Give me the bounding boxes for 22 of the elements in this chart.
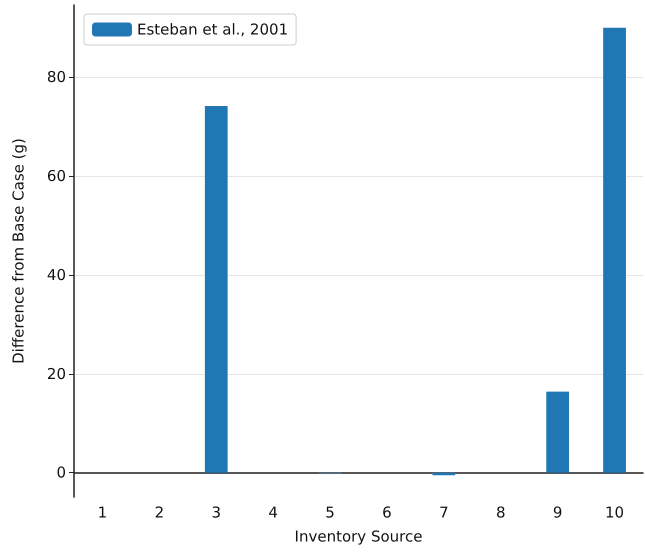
legend-label: Esteban et al., 2001: [137, 20, 288, 38]
x-tick-label: 3: [211, 504, 222, 522]
y-tick-label: 80: [46, 68, 66, 86]
y-tick-label: 40: [46, 266, 66, 284]
x-axis-title: Inventory Source: [294, 528, 422, 546]
x-tick-label: 2: [154, 504, 164, 522]
x-tick-label: 5: [325, 504, 335, 522]
y-tick-label: 20: [46, 364, 66, 383]
bar: [432, 472, 456, 476]
x-tick-label: 6: [382, 504, 392, 522]
x-tick-label: 7: [439, 504, 449, 522]
x-tick-label: 1: [98, 504, 108, 522]
x-tick-label: 9: [552, 504, 562, 522]
bar: [546, 392, 570, 473]
bar: [603, 28, 626, 473]
bar: [204, 106, 228, 473]
x-tick-label: 8: [496, 504, 506, 522]
y-tick-label: 0: [56, 464, 66, 482]
y-axis-title: Difference from Base Case (g): [10, 138, 28, 364]
x-tick-label: 4: [268, 504, 278, 522]
y-tick-label: 60: [46, 166, 66, 185]
x-tick-label: 10: [605, 504, 624, 522]
